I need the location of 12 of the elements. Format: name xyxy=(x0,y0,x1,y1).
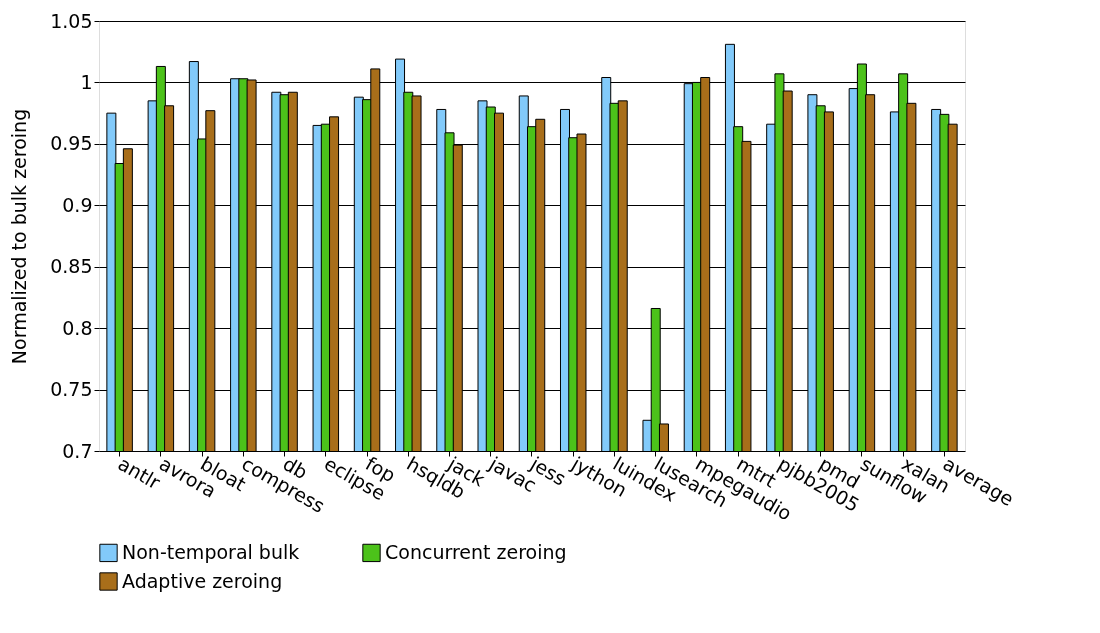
y-tick-label: 0.85 xyxy=(50,255,93,278)
y-tick-label: 1.05 xyxy=(50,9,93,32)
legend-label: Non-temporal bulk xyxy=(122,540,300,563)
y-tick-label: 0.7 xyxy=(62,439,93,462)
y-tick-label: 0.9 xyxy=(62,193,93,216)
y-tick-label: 0.75 xyxy=(50,378,93,401)
y-tick-label: 1 xyxy=(80,70,93,93)
legend-label: Adaptive zeroing xyxy=(122,569,283,592)
legend-label: Concurrent zeroing xyxy=(385,540,567,563)
y-tick-label: 0.8 xyxy=(62,316,93,339)
y-axis-title: Normalized to bulk zeroing xyxy=(8,108,31,365)
y-tick-label: 0.95 xyxy=(50,132,93,155)
